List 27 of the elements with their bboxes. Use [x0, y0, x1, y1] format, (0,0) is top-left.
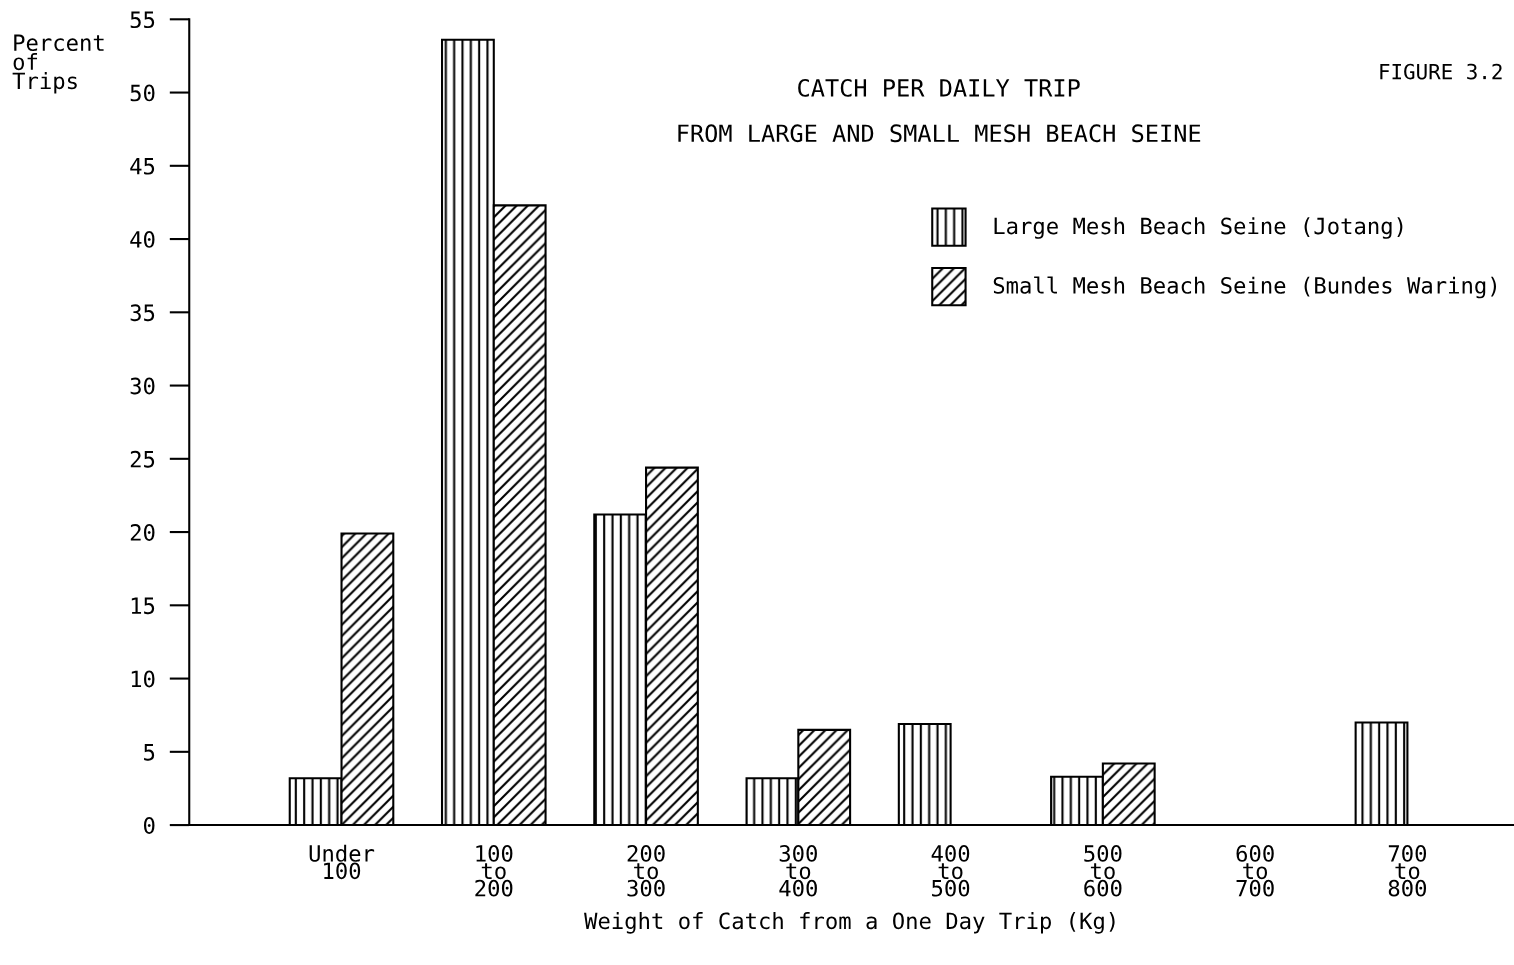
legend-label: Large Mesh Beach Seine (Jotang) [994, 217, 1403, 239]
legend-label: Small Mesh Beach Seine (Bundes Waring) [993, 276, 1497, 299]
x-tick-label: Under 100 [309, 844, 375, 880]
x-tick-label: 200 to 300 [627, 845, 665, 897]
y-axis-title: Percent of Trips [12, 34, 104, 94]
y-tick-label: 50 [130, 84, 155, 102]
y-tick-label: 45 [130, 158, 155, 175]
y-tick-label: 15 [131, 597, 155, 615]
text: FROM LARGE AND SMALL MESH BEACH SEINE [678, 124, 1201, 143]
x-axis-title: Weight of Catch from a One Day Trip (Kg) [584, 912, 1115, 934]
x-tick-label: 700 to 800 [1388, 845, 1427, 897]
y-tick-label: 25 [130, 450, 155, 468]
x-tick-label: 500 to 600 [1084, 845, 1122, 897]
y-tick-label: 10 [131, 670, 155, 688]
y-tick-label: 55 [130, 11, 155, 29]
y-tick-label: 20 [130, 524, 155, 541]
y-tick-label: 5 [144, 744, 155, 761]
x-tick-label: 100 to 200 [475, 845, 513, 897]
annotation: FIGURE 3.2 [1380, 63, 1502, 80]
x-tick-label: 400 to 500 [931, 845, 970, 897]
x-tick-label: 300 to 400 [779, 845, 817, 897]
y-tick-label: 30 [130, 377, 155, 395]
y-tick-label: 35 [130, 304, 155, 322]
text: CATCH PER DAILY TRIP [798, 78, 1080, 97]
x-tick-label: 600 to 700 [1236, 845, 1274, 897]
y-tick-label: 0 [143, 817, 155, 834]
y-tick-label: 40 [130, 231, 155, 248]
